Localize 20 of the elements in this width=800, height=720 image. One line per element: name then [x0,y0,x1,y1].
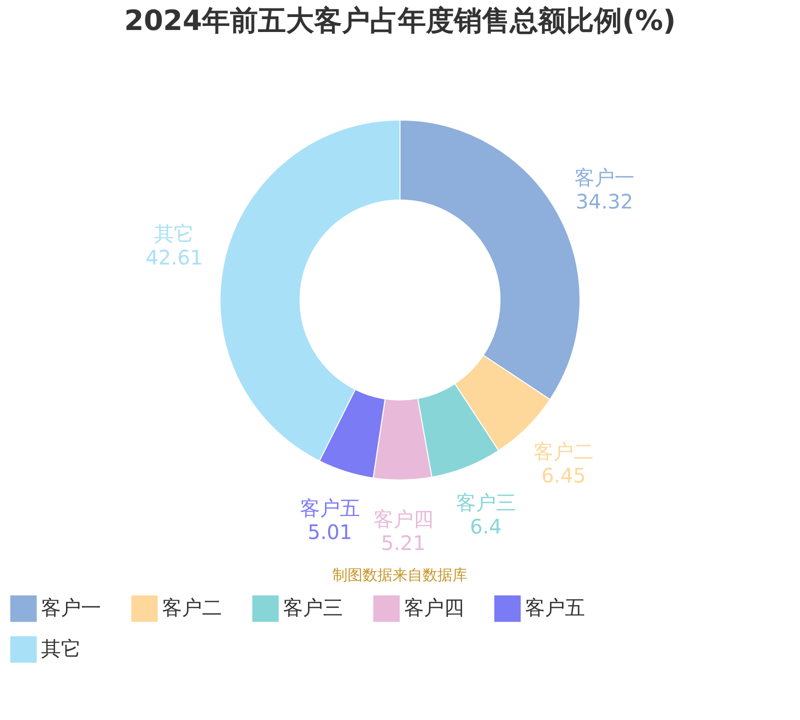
data-label: 5.01 [308,520,352,544]
legend-label: 客户一 [41,596,101,620]
slice-label: 其它 [154,222,194,246]
data-label: 6.45 [541,464,586,488]
legend-label: 客户三 [283,596,343,620]
slice-label: 客户三 [456,490,516,515]
chart-title: 2024年前五大客户占年度销售总额比例(%) [124,4,676,37]
text: 制图数据来自数据库 [332,566,468,584]
legend-label: 客户四 [404,596,464,620]
slice-label: 客户五 [300,496,360,520]
slice-label: 客户一 [574,165,634,190]
legend-label: 客户二 [162,596,222,620]
data-label: 5.21 [381,530,426,555]
legend-label: 客户五 [525,596,585,620]
slice-label: 客户二 [534,440,594,464]
legend-label: 其它 [41,636,81,660]
data-label: 34.32 [576,189,634,214]
data-label: 42.61 [146,246,203,270]
slice-label: 客户四 [373,506,434,531]
data-label: 6.4 [470,514,502,539]
